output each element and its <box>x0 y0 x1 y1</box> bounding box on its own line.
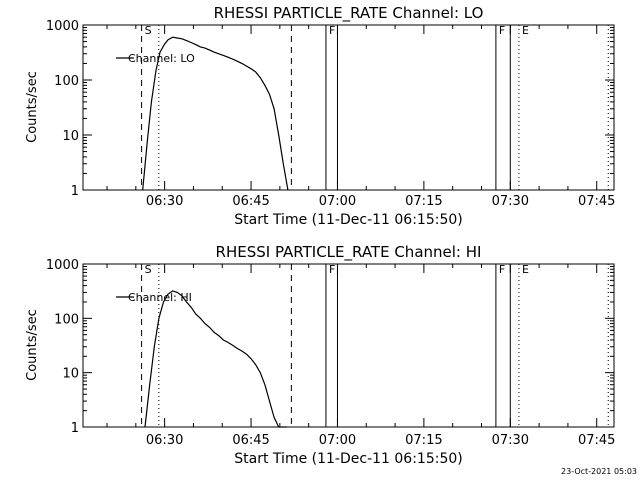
x-axis-label: Start Time (11-Dec-11 06:15:50) <box>234 451 462 467</box>
x-tick-label: 07:45 <box>578 194 615 209</box>
x-tick-label: 06:45 <box>232 194 269 209</box>
x-tick-label: 07:30 <box>492 194 529 209</box>
x-axis-label: Start Time (11-Dec-11 06:15:50) <box>234 212 462 228</box>
chart-title: RHESSI PARTICLE_RATE Channel: LO <box>214 4 484 23</box>
hi-channel-panel: RHESSI PARTICLE_RATE Channel: HI 1 10 100 10… <box>25 243 615 467</box>
y-tick-label: 10 <box>62 129 79 144</box>
marker-label: F <box>329 263 335 276</box>
plot-frame <box>82 263 615 428</box>
x-tick-label: 07:15 <box>405 194 442 209</box>
y-tick-label: 1 <box>71 184 79 199</box>
y-tick-label: 1 <box>71 421 79 436</box>
marker-label: E <box>522 24 529 37</box>
marker-label: S <box>145 263 152 276</box>
marker-label: F <box>499 24 505 37</box>
x-tick-label: 07:00 <box>319 194 356 209</box>
plot-frame <box>82 24 615 191</box>
legend-label: Channel: HI <box>128 291 192 304</box>
y-tick-label: 1000 <box>46 19 79 34</box>
y-axis-label: Counts/sec <box>25 71 40 143</box>
x-tick-label: 07:30 <box>492 433 529 448</box>
marker-label: E <box>522 263 529 276</box>
marker-label: F <box>499 263 505 276</box>
y-tick-label: 100 <box>54 74 79 89</box>
series-line <box>142 36 289 191</box>
y-axis-label: Counts/sec <box>25 309 40 381</box>
y-tick-label: 10 <box>62 367 79 382</box>
x-tick-label: 06:30 <box>146 194 183 209</box>
x-tick-label: 07:15 <box>405 433 442 448</box>
y-tick-label: 100 <box>54 312 79 327</box>
marker-label: F <box>329 24 335 37</box>
marker-label: S <box>145 24 152 37</box>
lo-channel-panel: RHESSI PARTICLE_RATE Channel: LO 1 10 100 10… <box>25 4 615 228</box>
timestamp: 23-Oct-2021 05:03 <box>561 467 637 476</box>
chart-title: RHESSI PARTICLE_RATE Channel: HI <box>216 243 482 262</box>
series-line <box>144 290 287 428</box>
legend-label: Channel: LO <box>128 52 195 65</box>
x-tick-label: 06:30 <box>146 433 183 448</box>
y-tick-label: 1000 <box>46 258 79 273</box>
x-tick-label: 07:45 <box>578 433 615 448</box>
x-tick-label: 07:00 <box>319 433 356 448</box>
x-tick-label: 06:45 <box>232 433 269 448</box>
